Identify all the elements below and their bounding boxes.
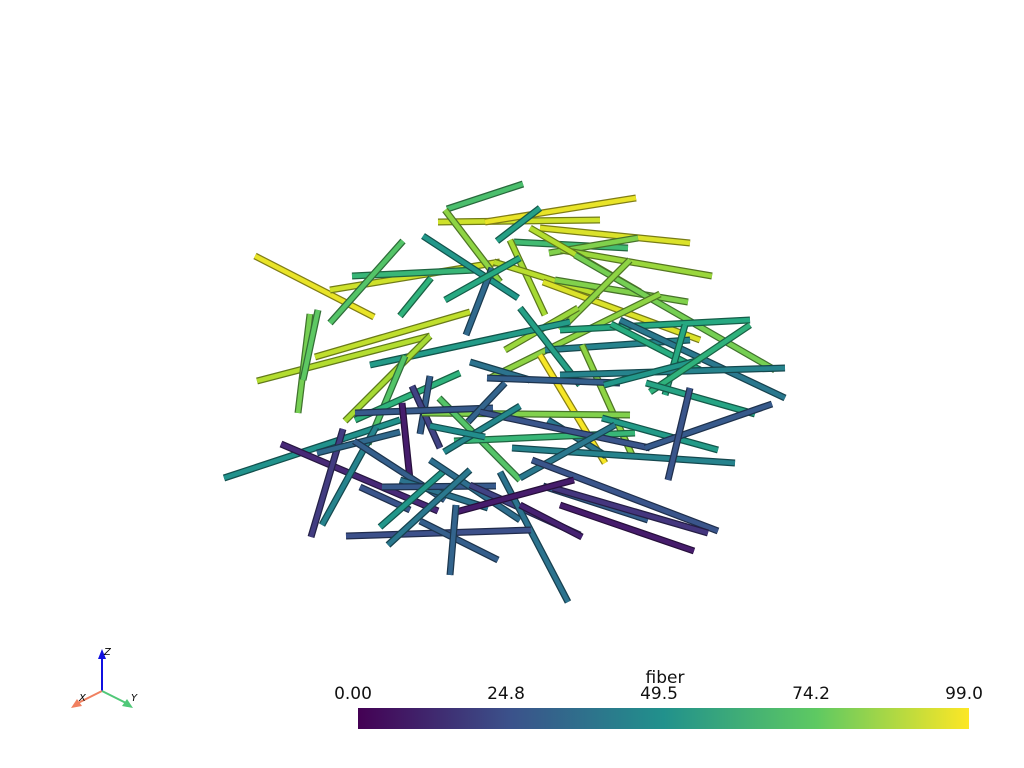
fiber-tube [530,456,720,535]
y-axis-arrow-icon [122,699,133,708]
fiber-tube [518,421,617,482]
fiber-tube [443,254,522,304]
fiber-tube [559,316,751,334]
fiber-tube [256,332,431,385]
fiber-tube [648,322,752,395]
fiber-tube [488,290,662,382]
fiber-tube [418,517,500,564]
orientation-axes-widget: Z X Y [71,647,138,708]
fiber-tube [552,484,709,537]
fiber-tube [539,224,691,247]
fiber-tube [494,205,543,244]
fiber-tube [342,333,433,424]
fiber-tube [479,408,651,452]
fiber-tube [573,251,777,374]
fiber-tube [446,504,460,576]
colorbar-tick: 49.5 [640,684,678,704]
fiber-tube [253,252,376,321]
z-axis-arrow-icon [98,649,106,659]
z-axis-label: Z [103,647,112,658]
x-axis-label: X [78,693,87,704]
y-axis-line [101,690,127,704]
fiber-tube [559,364,786,379]
fiber-tube [314,308,471,361]
fiber-tube [327,238,406,326]
fiber-tube [397,275,434,319]
colorbar-tick: 74.2 [792,684,830,704]
fiber-tube [557,257,633,333]
fiber-tube [645,379,756,418]
fiber-tube [511,444,736,467]
fiber-tube [643,400,774,452]
fiber-tube [465,380,508,425]
colorbar-tick: 0.00 [334,684,372,704]
fiber-tube [484,194,637,226]
fiber-tube [398,402,414,481]
colorbar-tick: 99.0 [945,684,983,704]
fiber-tube [603,356,701,389]
x-axis-line [77,690,103,704]
fiber-tube [664,387,694,481]
fiber-tube [513,238,629,252]
fiber-tube [486,374,621,387]
colorbar-gradient [358,708,969,729]
colorbar-title: fiber [645,668,685,688]
fiber-tube [445,180,525,213]
fiber-tube [385,467,473,548]
scalar-colorbar: fiber 0.00 24.8 49.5 74.2 99.0 [330,668,990,738]
x-axis-arrow-icon [71,699,82,708]
fiber-tube [506,238,549,317]
fiber-tube [416,375,434,435]
fiber-tube [492,258,602,299]
fiber-tube [518,501,584,541]
colorbar-tick: 24.8 [487,684,525,704]
fiber-tube [354,404,494,417]
fiber-tube [429,422,486,441]
fiber-tube [455,476,575,516]
fiber-tube [442,403,522,455]
fiber-tube [554,276,689,306]
fiber-tube [421,233,520,301]
fiber-tube [408,384,444,450]
fiber-tube [299,309,322,381]
fiber-tube [377,467,448,530]
fiber-tube [558,501,696,555]
y-axis-label: Y [131,693,138,704]
fiber-tube [560,246,713,280]
fiber-tube [601,414,719,454]
